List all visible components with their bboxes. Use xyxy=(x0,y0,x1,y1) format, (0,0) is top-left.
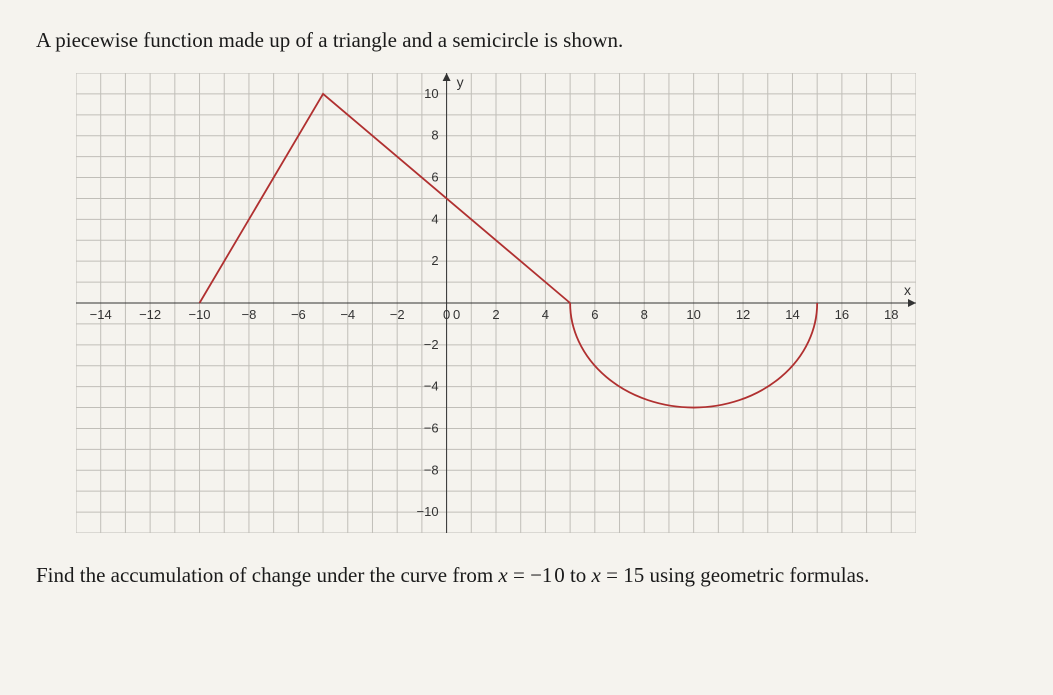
svg-text:4: 4 xyxy=(431,211,438,226)
svg-text:8: 8 xyxy=(641,307,648,322)
question-text: Find the accumulation of change under th… xyxy=(36,559,1017,592)
svg-text:−4: −4 xyxy=(340,307,355,322)
svg-text:−10: −10 xyxy=(417,504,439,519)
svg-text:4: 4 xyxy=(542,307,549,322)
question-mid1: = −1 0 to xyxy=(508,563,592,587)
svg-text:0: 0 xyxy=(443,307,450,322)
svg-text:−14: −14 xyxy=(90,307,112,322)
svg-text:−6: −6 xyxy=(291,307,306,322)
svg-text:x: x xyxy=(904,282,911,298)
svg-text:−8: −8 xyxy=(424,462,439,477)
svg-text:−6: −6 xyxy=(424,420,439,435)
svg-text:2: 2 xyxy=(492,307,499,322)
question-mid2: = 15 using geometric formulas. xyxy=(601,563,869,587)
svg-text:−2: −2 xyxy=(424,337,439,352)
svg-text:10: 10 xyxy=(424,86,438,101)
svg-text:6: 6 xyxy=(591,307,598,322)
svg-text:−12: −12 xyxy=(139,307,161,322)
svg-text:10: 10 xyxy=(686,307,700,322)
svg-text:−4: −4 xyxy=(424,379,439,394)
svg-text:2: 2 xyxy=(431,253,438,268)
svg-text:8: 8 xyxy=(431,128,438,143)
svg-text:16: 16 xyxy=(835,307,849,322)
svg-text:−10: −10 xyxy=(188,307,210,322)
svg-text:0: 0 xyxy=(453,307,460,322)
var-x-2: x xyxy=(592,563,601,587)
question-prefix: Find the accumulation of change under th… xyxy=(36,563,498,587)
svg-text:−2: −2 xyxy=(390,307,405,322)
piecewise-chart: −14−12−10−8−6−4−20246810121416181086420−… xyxy=(76,73,916,533)
svg-text:y: y xyxy=(457,74,464,90)
problem-heading: A piecewise function made up of a triang… xyxy=(36,28,1017,53)
svg-text:18: 18 xyxy=(884,307,898,322)
chart-container: −14−12−10−8−6−4−20246810121416181086420−… xyxy=(76,73,1017,533)
var-x-1: x xyxy=(498,563,507,587)
svg-text:6: 6 xyxy=(431,170,438,185)
svg-text:12: 12 xyxy=(736,307,750,322)
svg-text:−8: −8 xyxy=(242,307,257,322)
svg-text:14: 14 xyxy=(785,307,799,322)
